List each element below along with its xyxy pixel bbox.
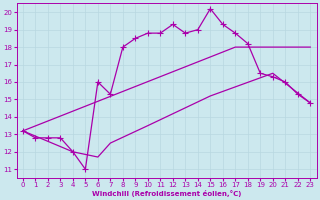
X-axis label: Windchill (Refroidissement éolien,°C): Windchill (Refroidissement éolien,°C) [92,190,241,197]
